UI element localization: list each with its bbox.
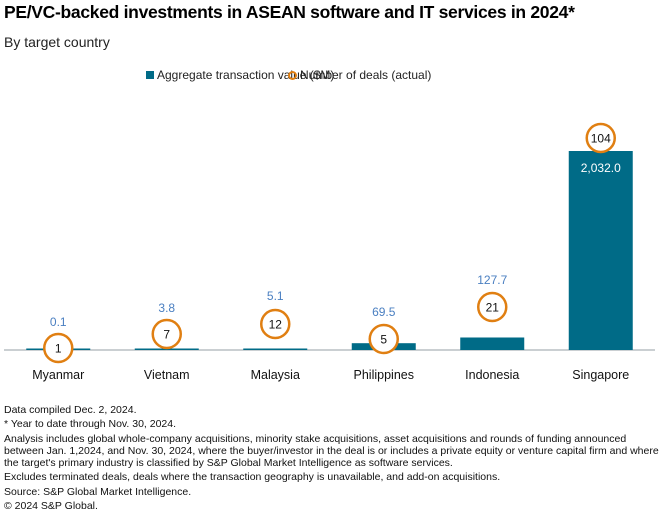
value-label: 0.1 [50, 315, 67, 329]
note-data-compiled: Data compiled Dec. 2, 2024. [4, 404, 137, 416]
deal-count-label: 21 [486, 301, 500, 315]
deal-count-marker [585, 122, 616, 154]
legend-circle-swatch-icon [288, 70, 297, 80]
deal-count-marker [368, 323, 399, 355]
x-tick-label: Myanmar [32, 368, 84, 382]
chart-notes: Data compiled Dec. 2, 2024. * Year to da… [4, 404, 660, 514]
bar-indonesia [460, 337, 525, 350]
value-label: 127.7 [477, 273, 507, 287]
note-exclusions: Excludes terminated deals, deals where t… [4, 471, 501, 484]
bar-malaysia [243, 348, 308, 350]
deal-count-marker [43, 332, 74, 364]
bar-singapore [568, 151, 633, 350]
x-tick-label: Philippines [354, 368, 414, 382]
deal-count-marker [151, 318, 182, 350]
x-tick-label: Indonesia [465, 368, 519, 382]
value-label: 3.8 [158, 301, 175, 315]
deal-count-label: 104 [591, 132, 611, 146]
deal-count-marker [477, 291, 508, 323]
deal-count-label: 12 [269, 318, 283, 332]
deal-count-label: 1 [55, 342, 62, 356]
x-tick-label: Vietnam [144, 368, 190, 382]
deal-count-marker [260, 308, 291, 340]
legend-bar-swatch-icon [146, 71, 154, 79]
value-label: 5.1 [267, 289, 284, 303]
chart-plot: Myanmar 1 0.1 Vietnam 7 3.8 Malaysia 12 5.1 Phili… [4, 122, 655, 382]
x-tick-label: Singapore [572, 368, 629, 382]
note-analysis: Analysis includes global whole-company a… [4, 432, 659, 470]
note-ytd: * Year to date through Nov. 30, 2024. [4, 418, 177, 431]
x-tick-label: Malaysia [251, 368, 300, 382]
legend-item-number-of-deals: Number of deals (actual) [288, 68, 431, 82]
value-label: 2,032.0 [581, 161, 621, 175]
chart-title: PE/VC-backed investments in ASEAN softwa… [4, 2, 575, 22]
value-label: 69.5 [372, 305, 396, 319]
legend: Aggregate transaction value ($M) Number … [0, 68, 660, 84]
legend-label-number-of-deals: Number of deals (actual) [300, 68, 432, 82]
note-source: Source: S&P Global Market Intelligence. [4, 485, 192, 498]
deal-count-label: 5 [380, 333, 387, 347]
chart-subtitle: By target country [4, 34, 110, 50]
deal-count-label: 7 [163, 328, 170, 342]
note-copyright: © 2024 S&P Global. [4, 500, 98, 513]
